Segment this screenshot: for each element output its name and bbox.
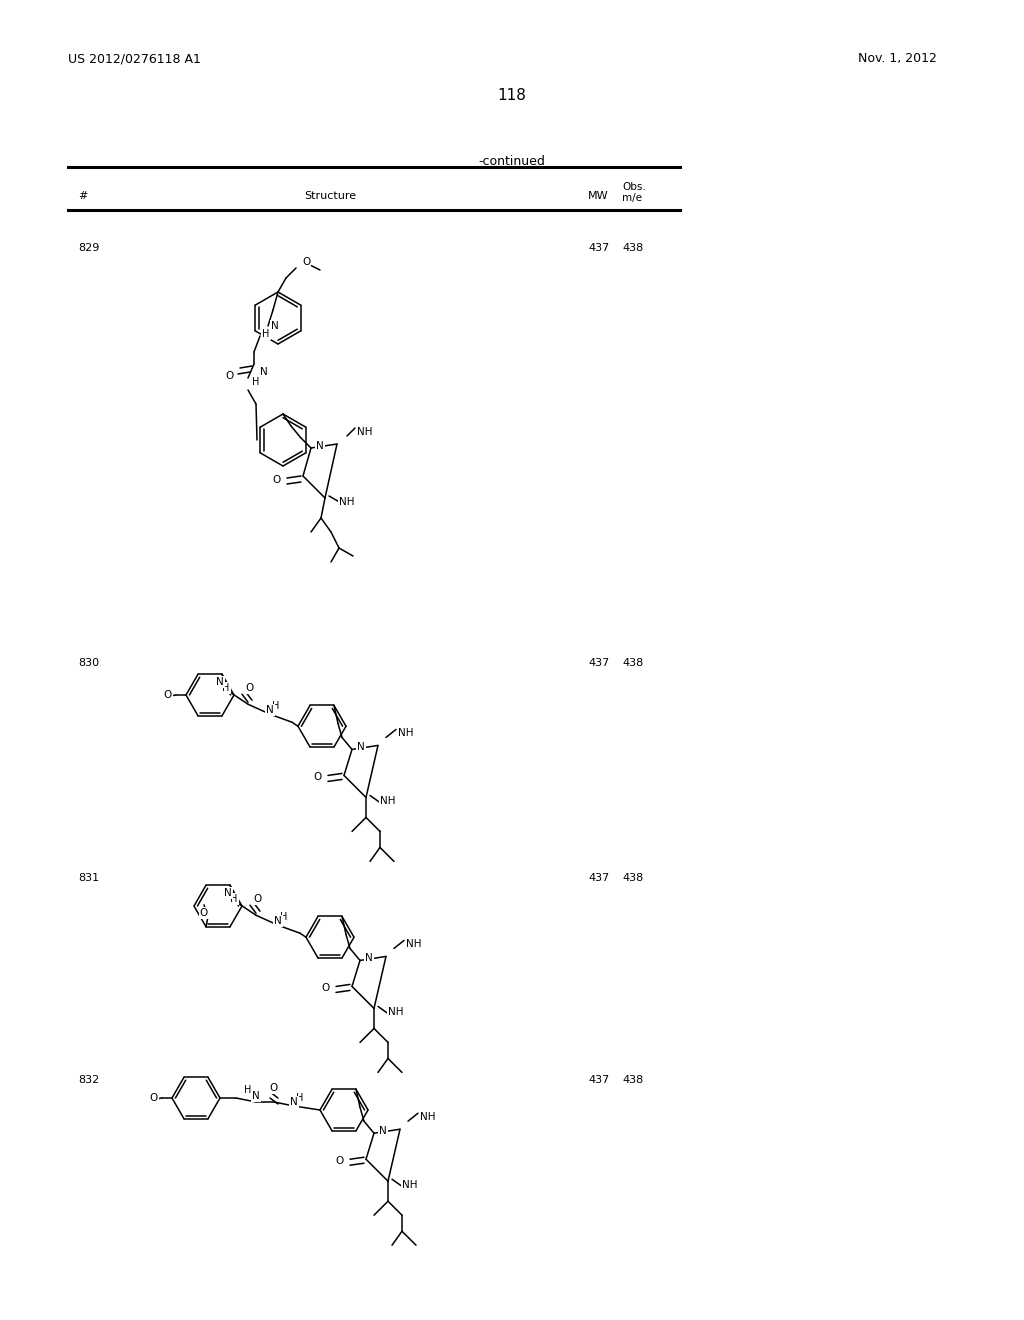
Text: O: O: [246, 684, 254, 693]
Text: NH: NH: [339, 498, 354, 507]
Text: NH: NH: [388, 1007, 403, 1018]
Text: N: N: [316, 441, 324, 451]
Text: NH: NH: [398, 729, 414, 738]
Text: N: N: [365, 953, 373, 964]
Text: NH: NH: [420, 1113, 435, 1122]
Text: 831: 831: [78, 873, 99, 883]
Text: 830: 830: [78, 657, 99, 668]
Text: N: N: [216, 677, 224, 688]
Text: O: O: [272, 475, 281, 484]
Text: O: O: [336, 1156, 344, 1166]
Text: N: N: [266, 705, 273, 715]
Text: O: O: [254, 894, 262, 904]
Text: 829: 829: [78, 243, 99, 253]
Text: #: #: [78, 191, 87, 201]
Text: NH: NH: [406, 940, 422, 949]
Text: m/e: m/e: [622, 193, 642, 203]
Text: US 2012/0276118 A1: US 2012/0276118 A1: [68, 51, 201, 65]
Text: H: H: [245, 1085, 252, 1096]
Text: N: N: [290, 1097, 298, 1107]
Text: H: H: [222, 684, 229, 693]
Text: N: N: [252, 1092, 260, 1101]
Text: 118: 118: [498, 88, 526, 103]
Text: 438: 438: [622, 873, 643, 883]
Text: N: N: [260, 367, 267, 378]
Text: Nov. 1, 2012: Nov. 1, 2012: [858, 51, 937, 65]
Text: O: O: [150, 1093, 158, 1104]
Text: H: H: [281, 912, 288, 923]
Text: O: O: [164, 690, 172, 700]
Text: H: H: [252, 378, 260, 387]
Text: 438: 438: [622, 243, 643, 253]
Text: H: H: [296, 1093, 304, 1104]
Text: O: O: [225, 371, 234, 381]
Text: N: N: [357, 742, 365, 752]
Text: N: N: [271, 321, 279, 331]
Text: 438: 438: [622, 1074, 643, 1085]
Text: NH: NH: [380, 796, 395, 807]
Text: O: O: [302, 257, 310, 267]
Text: O: O: [200, 908, 208, 917]
Text: 437: 437: [588, 873, 609, 883]
Text: Structure: Structure: [304, 191, 356, 201]
Text: Obs.: Obs.: [622, 182, 646, 191]
Text: H: H: [272, 701, 280, 711]
Text: 832: 832: [78, 1074, 99, 1085]
Text: NH: NH: [402, 1180, 418, 1191]
Text: N: N: [379, 1126, 387, 1137]
Text: NH: NH: [357, 426, 373, 437]
Text: H: H: [230, 894, 238, 904]
Text: 437: 437: [588, 657, 609, 668]
Text: 437: 437: [588, 1074, 609, 1085]
Text: 438: 438: [622, 657, 643, 668]
Text: -continued: -continued: [478, 154, 546, 168]
Text: O: O: [270, 1082, 279, 1093]
Text: O: O: [322, 983, 330, 994]
Text: MW: MW: [588, 191, 608, 201]
Text: H: H: [262, 329, 269, 339]
Text: N: N: [224, 888, 231, 898]
Text: 437: 437: [588, 243, 609, 253]
Text: N: N: [274, 916, 282, 927]
Text: O: O: [313, 772, 322, 783]
